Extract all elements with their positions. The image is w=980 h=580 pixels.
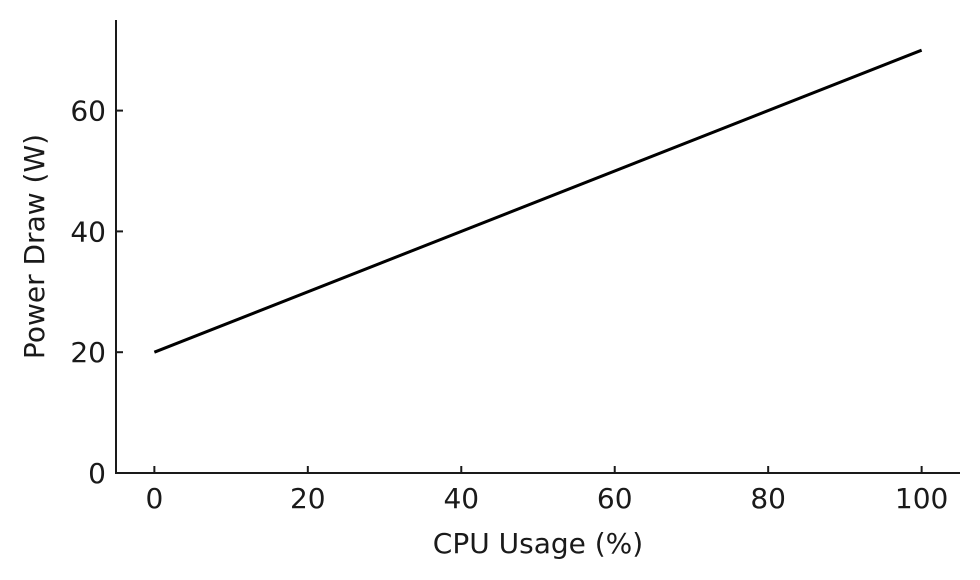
x-tick-label: 100 (895, 482, 948, 515)
x-tick-label: 80 (750, 482, 786, 515)
x-tick-label: 40 (443, 482, 479, 515)
y-tick-label: 60 (70, 95, 106, 128)
axes (115, 20, 960, 474)
x-tick-label: 0 (145, 482, 163, 515)
x-tick-label: 60 (597, 482, 633, 515)
y-axis-title: Power Draw (W) (18, 134, 51, 359)
x-axis-ticks: 0 20 40 60 80 100 (145, 466, 948, 515)
series-group (153, 48, 923, 354)
y-axis-ticks: 0 20 40 60 (70, 95, 123, 490)
x-tick-label: 20 (290, 482, 326, 515)
y-tick-label: 0 (88, 457, 106, 490)
x-axis-title: CPU Usage (%) (433, 527, 643, 560)
y-tick-label: 20 (70, 336, 106, 369)
series-line-0 (153, 48, 923, 354)
y-tick-label: 40 (70, 215, 106, 248)
